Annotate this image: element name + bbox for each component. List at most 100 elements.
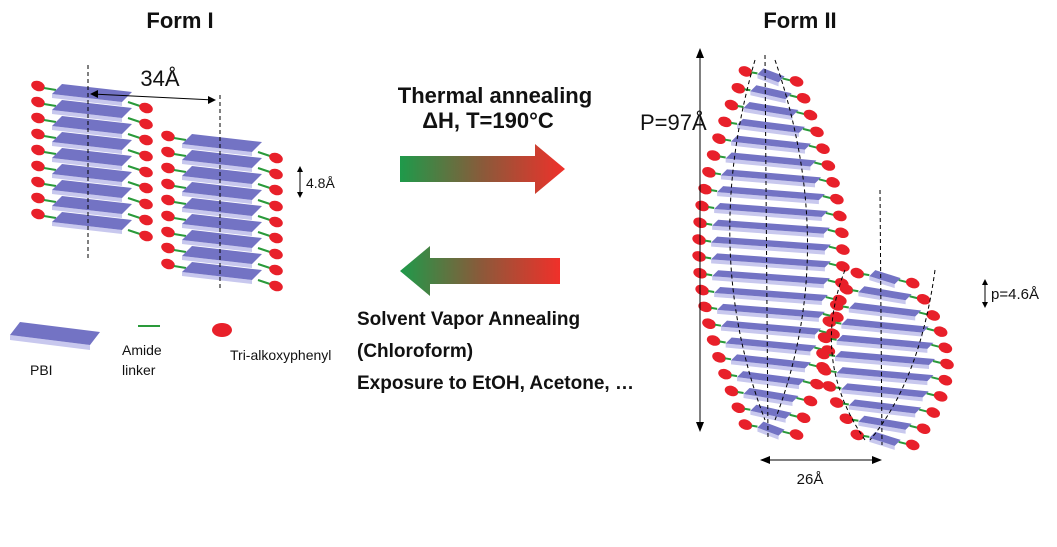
tri-alkoxyphenyl	[830, 300, 844, 311]
amide-linker	[173, 137, 187, 141]
amide-linker	[730, 374, 738, 378]
arrow-head	[982, 279, 988, 285]
amide-linker	[127, 149, 141, 155]
width-label: 34Å	[140, 66, 179, 91]
amide-linker	[827, 228, 837, 233]
amide-linker	[127, 133, 141, 139]
pbi-slab	[182, 262, 262, 280]
amide-linker	[257, 247, 271, 253]
pbi-slab	[52, 196, 132, 214]
pbi-slab-side	[711, 259, 825, 272]
process-label: Exposure to EtOH, Acetone, …	[357, 373, 634, 394]
tri-alkoxyphenyl	[31, 80, 45, 92]
tri-alkoxyphenyl	[269, 280, 283, 292]
amide-linker	[802, 127, 812, 132]
amide-linker	[796, 396, 805, 401]
pbi-slab	[182, 246, 262, 264]
pbi-slab	[182, 134, 262, 152]
amide-linker	[43, 103, 57, 107]
tri-alkoxyphenyl	[212, 323, 232, 337]
amide-linker	[173, 249, 187, 253]
amide-linker	[835, 321, 842, 325]
amide-linker	[257, 263, 271, 269]
pbi-slab	[10, 322, 100, 345]
pbi-slab	[835, 351, 935, 365]
pbi-slab-side	[836, 340, 928, 353]
pbi-slab-side	[836, 373, 928, 386]
pbi-slab	[52, 164, 132, 182]
pbi-slab	[52, 132, 132, 150]
arrow-head	[760, 456, 770, 464]
pbi-slab	[737, 118, 805, 133]
arrow-head	[297, 166, 303, 172]
pbi-slab	[731, 135, 811, 150]
amide-linker	[782, 77, 791, 82]
pbi-slab-side	[712, 276, 824, 289]
tri-alkoxyphenyl	[850, 267, 865, 279]
pbi-slab-side	[182, 192, 252, 204]
tri-alkoxyphenyl	[31, 192, 45, 204]
tri-alkoxyphenyl	[839, 283, 854, 295]
amide-linker	[926, 392, 935, 397]
amide-linker	[127, 197, 141, 203]
pbi-slab-side	[52, 94, 122, 106]
tri-alkoxyphenyl	[938, 342, 953, 354]
tri-alkoxyphenyl	[933, 326, 948, 337]
pbi-slab	[731, 354, 811, 369]
amide-linker	[852, 289, 859, 293]
tri-alkoxyphenyl	[833, 210, 847, 222]
tri-alkoxyphenyl	[926, 310, 940, 321]
tri-alkoxyphenyl	[269, 168, 283, 180]
width-label: 26Å	[797, 471, 824, 488]
pbi-slab-side	[743, 108, 793, 121]
amide-linker	[127, 229, 141, 235]
pbi-slab	[737, 371, 805, 386]
amide-linker	[257, 183, 271, 189]
pbi-slab-side	[182, 224, 252, 236]
amide-linker	[808, 144, 818, 149]
amide-linker	[782, 430, 791, 435]
amide-linker	[704, 239, 712, 243]
process-label: Solvent Vapor Annealing	[357, 309, 580, 330]
pbi-slab	[712, 219, 830, 234]
amide-linker	[828, 245, 838, 250]
arrow-head	[297, 192, 303, 198]
tri-alkoxyphenyl	[139, 214, 153, 226]
tri-alkoxyphenyl	[139, 150, 153, 162]
amide-linker	[173, 265, 187, 269]
pbi-slab-side	[848, 308, 916, 321]
tri-alkoxyphenyl	[738, 66, 753, 77]
tri-alkoxyphenyl	[139, 182, 153, 194]
pbi-slab-side	[10, 335, 90, 350]
legend-label: Tri-alkoxyphenyl	[230, 347, 331, 363]
spacing-label: 4.8Å	[306, 175, 335, 191]
reverse-arrow	[400, 246, 560, 296]
tri-alkoxyphenyl	[810, 378, 824, 390]
amide-linker	[818, 329, 828, 334]
amide-linker	[257, 199, 271, 205]
tri-alkoxyphenyl	[822, 381, 837, 392]
pbi-slab-side	[750, 91, 786, 104]
tri-alkoxyphenyl	[692, 251, 706, 262]
pbi-slab-side	[858, 292, 906, 305]
tri-alkoxyphenyl	[836, 261, 850, 272]
tri-alkoxyphenyl	[31, 128, 45, 140]
pbi-slab	[836, 334, 934, 349]
pbi-slab	[858, 415, 912, 430]
amide-linker	[173, 233, 187, 237]
amide-linker	[43, 215, 57, 219]
tri-alkoxyphenyl	[31, 208, 45, 220]
amide-linker	[737, 105, 744, 109]
amide-linker	[808, 363, 818, 368]
pbi-slab-side	[869, 276, 895, 289]
amide-linker	[842, 305, 849, 309]
pbi-slab-side	[835, 357, 929, 369]
amide-linker	[43, 167, 57, 171]
tri-alkoxyphenyl	[905, 439, 920, 451]
amide-linker	[926, 327, 935, 332]
amide-linker	[737, 390, 744, 394]
pbi-slab	[750, 404, 792, 419]
pbi-slab-side	[182, 272, 252, 284]
amide-linker	[724, 357, 732, 361]
tri-alkoxyphenyl	[830, 193, 844, 205]
